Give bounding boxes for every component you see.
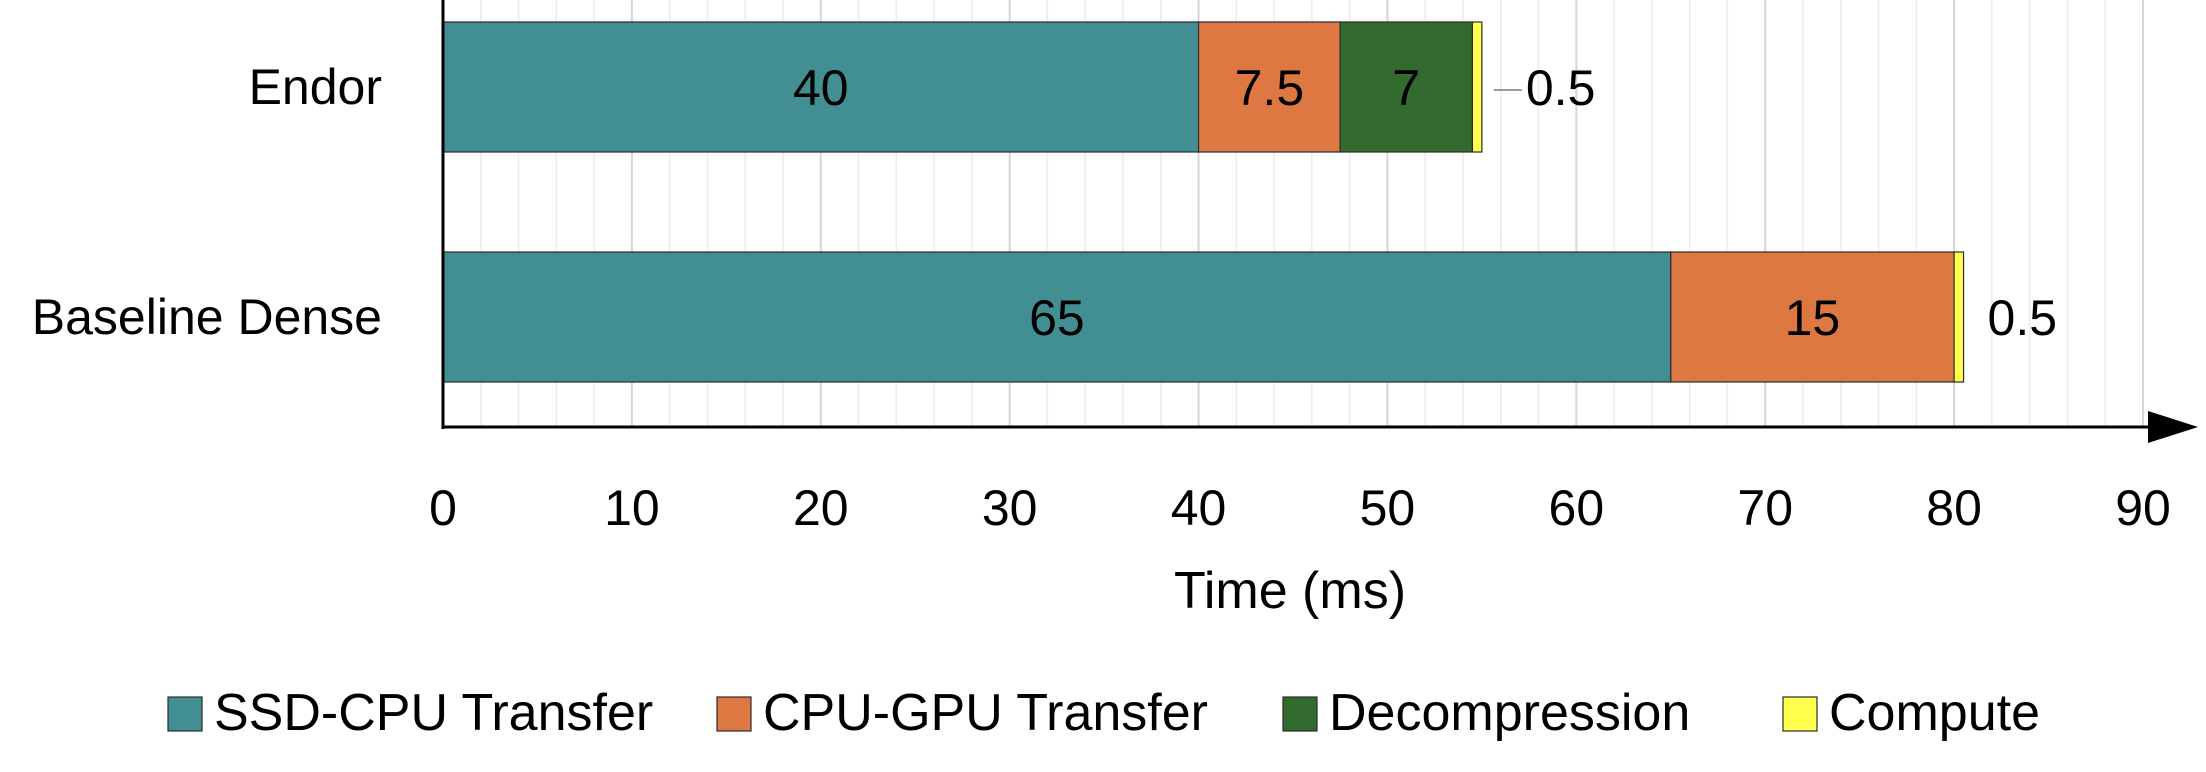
bar-segment	[1953, 251, 1965, 383]
data-label: 65	[1029, 290, 1085, 346]
bar-segment	[442, 251, 1672, 383]
data-label: 0.5	[1988, 290, 2058, 346]
data-label: 7.5	[1235, 60, 1305, 116]
data-label: 15	[1785, 290, 1841, 346]
legend: SSD-CPU Transfer CPU-GPU Transfer Decompre…	[167, 684, 2040, 742]
x-tick-label: 80	[1926, 480, 1982, 536]
legend-swatch	[1282, 696, 1318, 732]
bar-segment	[1339, 21, 1474, 153]
bar-segment	[1670, 251, 1955, 383]
legend-label: SSD-CPU Transfer	[214, 684, 653, 742]
legend-swatch	[716, 696, 752, 732]
legend-swatch	[1782, 696, 1818, 732]
x-tick-label: 40	[1171, 480, 1227, 536]
tick-labels: 0 10 20 30 40 50 60 70 80 90	[429, 480, 2171, 536]
x-axis-title: Time (ms)	[1174, 562, 1406, 620]
data-label: 0.5	[1526, 60, 1596, 116]
bar-segment	[1471, 21, 1483, 153]
legend-label: Decompression	[1329, 684, 1690, 742]
category-labels: Endor Baseline Dense	[32, 59, 382, 345]
x-tick-label: 60	[1549, 480, 1605, 536]
legend-label: CPU-GPU Transfer	[763, 684, 1208, 742]
bars	[442, 21, 1965, 383]
x-tick-label: 10	[604, 480, 660, 536]
x-axis-arrowhead	[2148, 411, 2198, 443]
legend-label: Compute	[1829, 684, 2040, 742]
data-label: 40	[793, 60, 849, 116]
bar-segment	[1197, 21, 1341, 153]
x-tick-label: 30	[982, 480, 1038, 536]
data-label: 7	[1392, 60, 1420, 116]
legend-swatch	[167, 696, 203, 732]
x-tick-label: 90	[2115, 480, 2171, 536]
x-tick-label: 20	[793, 480, 849, 536]
x-tick-label: 70	[1737, 480, 1793, 536]
bar-segment	[442, 21, 1200, 153]
x-tick-label: 0	[429, 480, 457, 536]
axes	[441, 0, 2198, 443]
x-tick-label: 50	[1360, 480, 1416, 536]
data-labels: 40 7.5 7 0.5 65 15 0.5	[793, 60, 2057, 346]
category-label: Baseline Dense	[32, 289, 382, 345]
category-label: Endor	[249, 59, 382, 115]
